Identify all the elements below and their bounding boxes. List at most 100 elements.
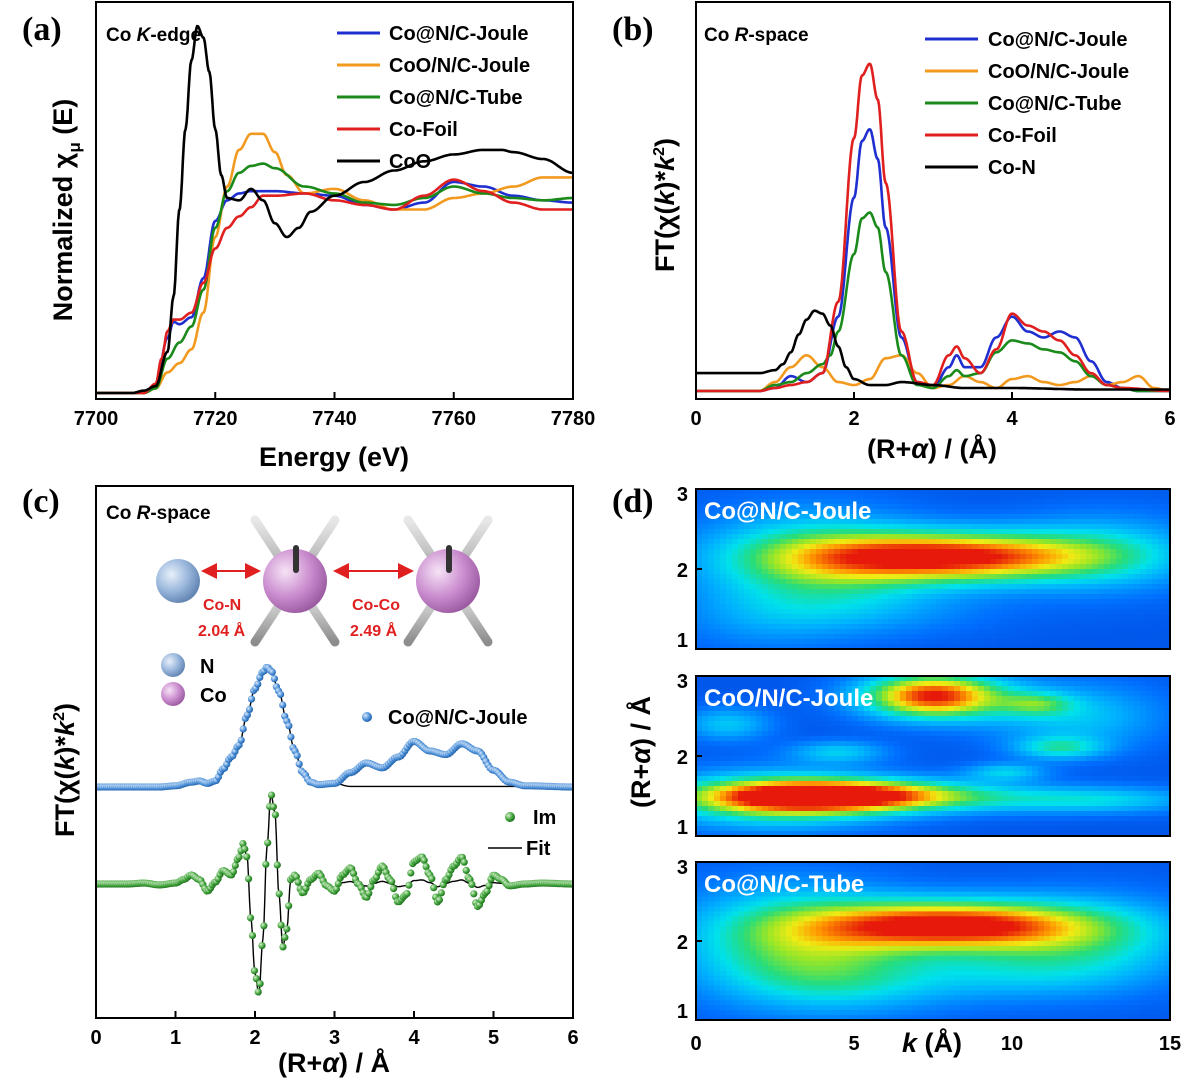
panel-b-label: (b) — [612, 11, 654, 48]
wavelet-cell — [768, 761, 775, 767]
wavelet-cell — [912, 786, 919, 792]
imaginary-data-point — [241, 845, 249, 853]
wavelet-cell — [984, 751, 991, 757]
wavelet-cell — [1122, 499, 1129, 505]
wavelet-cell — [1032, 544, 1039, 550]
wavelet-cell — [756, 524, 763, 530]
wavelet-cell — [1008, 599, 1015, 605]
wavelet-cell — [1050, 614, 1057, 620]
wavelet-cell — [876, 599, 883, 605]
wavelet-cell — [948, 706, 955, 712]
wavelet-cell — [1152, 686, 1159, 692]
wavelet-cell — [756, 624, 763, 630]
wavelet-cell — [1044, 686, 1051, 692]
wavelet-cell — [888, 494, 895, 500]
wavelet-cell — [1008, 711, 1015, 717]
wavelet-cell — [858, 676, 865, 682]
wavelet-cell — [846, 529, 853, 535]
wavelet-cell — [966, 726, 973, 732]
wavelet-cell — [1008, 756, 1015, 762]
wavelet-cell — [978, 499, 985, 505]
wavelet-cell — [858, 529, 865, 535]
wavelet-cell — [1134, 494, 1141, 500]
wavelet-cell — [948, 681, 955, 687]
wavelet-cell — [1050, 706, 1057, 712]
wavelet-cell — [894, 716, 901, 722]
wavelet-cell — [1098, 751, 1105, 757]
wavelet-cell — [858, 599, 865, 605]
wavelet-cell — [1026, 761, 1033, 767]
wavelet-cell — [786, 781, 793, 787]
wavelet-cell — [1002, 676, 1009, 682]
wavelet-cell — [828, 584, 835, 590]
wavelet-cell — [882, 584, 889, 590]
wavelet-cell — [852, 504, 859, 510]
wavelet-cell — [768, 676, 775, 682]
wavelet-cell — [900, 499, 907, 505]
wavelet-cell — [1098, 534, 1105, 540]
wavelet-cell — [978, 696, 985, 702]
wavelet-cell — [888, 691, 895, 697]
panel-c-y-k2: k — [50, 719, 80, 736]
wavelet-cell — [762, 761, 769, 767]
wavelet-cell — [1044, 559, 1051, 565]
wavelet-cell — [1116, 509, 1123, 515]
wavelet-cell — [1092, 751, 1099, 757]
wavelet-cell — [852, 771, 859, 777]
wavelet-cell — [732, 529, 739, 535]
wavelet-cell — [852, 681, 859, 687]
wavelet-cell — [996, 489, 1003, 495]
magnitude-data-point — [268, 668, 276, 676]
wavelet-cell — [864, 761, 871, 767]
wavelet-cell — [720, 629, 727, 635]
wavelet-cell — [1122, 539, 1129, 545]
wavelet-cell — [1098, 639, 1105, 645]
wavelet-cell — [870, 509, 877, 515]
wavelet-cell — [810, 711, 817, 717]
wavelet-cell — [996, 619, 1003, 625]
wavelet-cell — [840, 686, 847, 692]
wavelet-cell — [774, 711, 781, 717]
wavelet-cell — [1050, 494, 1057, 500]
wavelet-cell — [702, 574, 709, 580]
wavelet-cell — [870, 604, 877, 610]
wavelet-cell — [1050, 569, 1057, 575]
wavelet-cell — [924, 711, 931, 717]
wavelet-cell — [768, 634, 775, 640]
panel-b-y-label: FT(χ(k)*k2) — [650, 138, 680, 272]
wavelet-cell — [1122, 624, 1129, 630]
wavelet-cell — [1092, 746, 1099, 752]
wavelet-cell — [894, 544, 901, 550]
wavelet-cell — [834, 564, 841, 570]
wavelet-cell — [966, 676, 973, 682]
wavelet-cell — [924, 691, 931, 697]
wavelet-cell — [762, 786, 769, 792]
wavelet-cell — [942, 509, 949, 515]
wavelet-cell — [888, 599, 895, 605]
wavelet-cell — [960, 499, 967, 505]
legend-a-label: Co@N/C-Joule — [389, 23, 529, 45]
wavelet-cell — [954, 624, 961, 630]
wavelet-cell — [834, 766, 841, 772]
wavelet-cell — [918, 599, 925, 605]
wavelet-cell — [924, 786, 931, 792]
wavelet-cell — [1152, 544, 1159, 550]
wavelet-cell — [1140, 634, 1147, 640]
wavelet-cell — [966, 569, 973, 575]
wavelet-cell — [846, 681, 853, 687]
wavelet-cell — [726, 564, 733, 570]
wavelet-cell — [840, 741, 847, 747]
wavelet-cell — [1032, 721, 1039, 727]
wavelet-cell — [1008, 676, 1015, 682]
wavelet-cell — [948, 514, 955, 520]
wavelet-cell — [744, 716, 751, 722]
wavelet-cell — [1068, 599, 1075, 605]
wavelet-cell — [1140, 686, 1147, 692]
wavelet-cell — [1038, 786, 1045, 792]
wavelet-cell — [1050, 721, 1057, 727]
wavelet-cell — [1062, 781, 1069, 787]
wavelet-cell — [1038, 761, 1045, 767]
wavelet-cell — [840, 504, 847, 510]
imaginary-data-point — [260, 922, 268, 930]
